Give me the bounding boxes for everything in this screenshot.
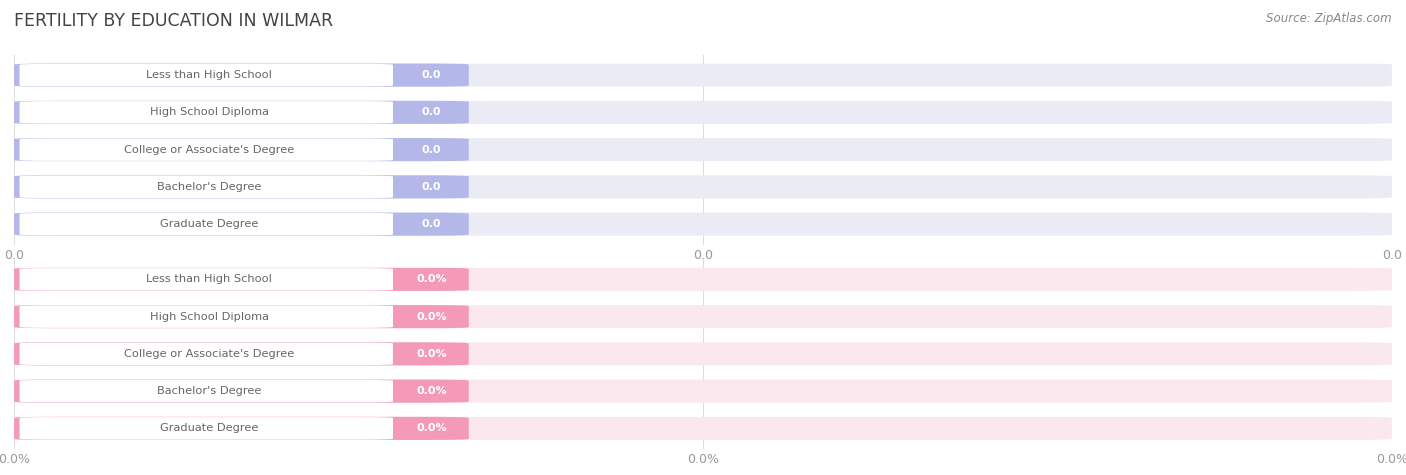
- FancyBboxPatch shape: [14, 342, 1392, 365]
- FancyBboxPatch shape: [20, 342, 394, 365]
- FancyBboxPatch shape: [14, 380, 468, 403]
- FancyBboxPatch shape: [14, 64, 1392, 86]
- FancyBboxPatch shape: [14, 138, 468, 161]
- Text: Bachelor's Degree: Bachelor's Degree: [157, 386, 262, 396]
- FancyBboxPatch shape: [14, 64, 468, 86]
- FancyBboxPatch shape: [14, 213, 1392, 236]
- Text: College or Associate's Degree: College or Associate's Degree: [124, 144, 294, 155]
- FancyBboxPatch shape: [14, 417, 1392, 440]
- Text: 0.0%: 0.0%: [416, 386, 447, 396]
- Text: Less than High School: Less than High School: [146, 70, 271, 80]
- Text: 0.0%: 0.0%: [416, 275, 447, 285]
- Text: 0.0: 0.0: [422, 144, 441, 155]
- Text: 0.0: 0.0: [422, 219, 441, 229]
- FancyBboxPatch shape: [14, 138, 1392, 161]
- Text: 0.0%: 0.0%: [416, 312, 447, 322]
- Text: High School Diploma: High School Diploma: [149, 107, 269, 117]
- Text: College or Associate's Degree: College or Associate's Degree: [124, 349, 294, 359]
- FancyBboxPatch shape: [20, 101, 394, 124]
- FancyBboxPatch shape: [14, 305, 1392, 328]
- Text: 0.0%: 0.0%: [416, 349, 447, 359]
- FancyBboxPatch shape: [14, 175, 1392, 199]
- FancyBboxPatch shape: [20, 176, 394, 198]
- FancyBboxPatch shape: [14, 342, 468, 365]
- FancyBboxPatch shape: [14, 175, 468, 199]
- FancyBboxPatch shape: [20, 268, 394, 291]
- FancyBboxPatch shape: [20, 138, 394, 161]
- Text: 0.0: 0.0: [422, 182, 441, 192]
- FancyBboxPatch shape: [14, 380, 1392, 403]
- FancyBboxPatch shape: [20, 305, 394, 328]
- Text: 0.0%: 0.0%: [416, 423, 447, 433]
- Text: High School Diploma: High School Diploma: [149, 312, 269, 322]
- FancyBboxPatch shape: [20, 380, 394, 402]
- Text: 0.0: 0.0: [422, 70, 441, 80]
- Text: Less than High School: Less than High School: [146, 275, 271, 285]
- FancyBboxPatch shape: [14, 101, 468, 124]
- Text: Graduate Degree: Graduate Degree: [160, 423, 259, 433]
- FancyBboxPatch shape: [14, 101, 1392, 124]
- Text: Source: ZipAtlas.com: Source: ZipAtlas.com: [1267, 12, 1392, 25]
- Text: FERTILITY BY EDUCATION IN WILMAR: FERTILITY BY EDUCATION IN WILMAR: [14, 12, 333, 30]
- FancyBboxPatch shape: [14, 417, 468, 440]
- FancyBboxPatch shape: [20, 213, 394, 236]
- Text: Graduate Degree: Graduate Degree: [160, 219, 259, 229]
- Text: Bachelor's Degree: Bachelor's Degree: [157, 182, 262, 192]
- FancyBboxPatch shape: [14, 268, 468, 291]
- FancyBboxPatch shape: [14, 268, 1392, 291]
- FancyBboxPatch shape: [20, 417, 394, 440]
- Text: 0.0: 0.0: [422, 107, 441, 117]
- FancyBboxPatch shape: [14, 305, 468, 328]
- FancyBboxPatch shape: [14, 213, 468, 236]
- FancyBboxPatch shape: [20, 64, 394, 86]
